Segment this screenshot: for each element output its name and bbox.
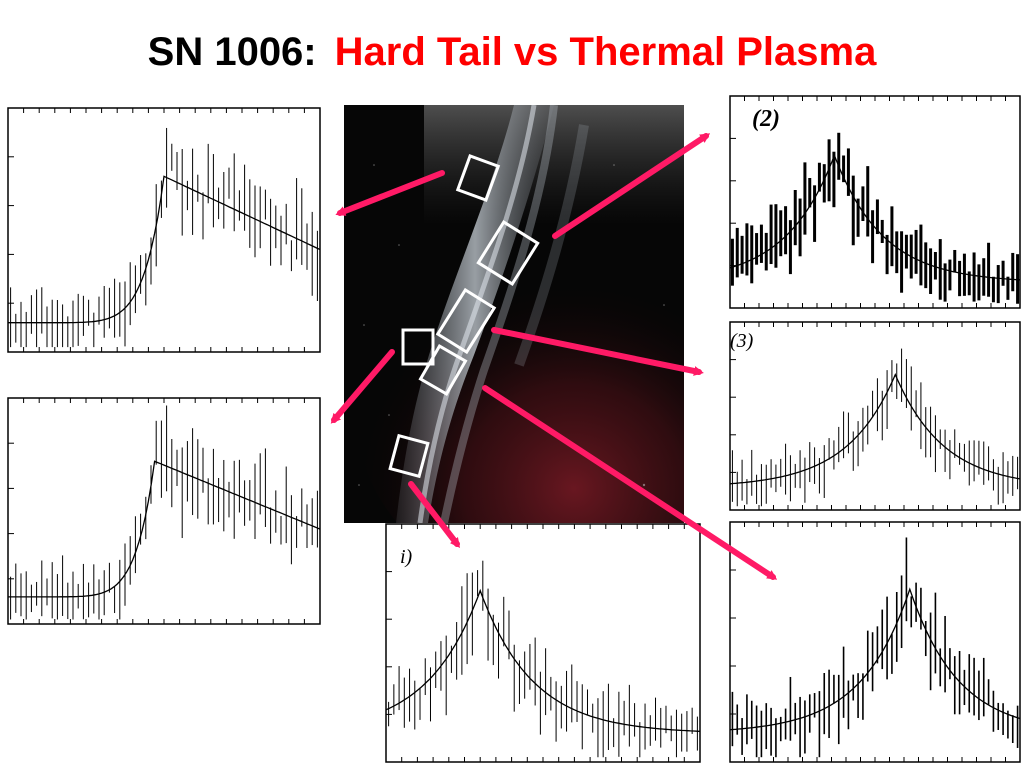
- model-curve: [729, 372, 1021, 485]
- spectrum-plot: [385, 523, 701, 763]
- plot-frame: [7, 107, 321, 353]
- spectrum-panel-mid-left: [4, 394, 324, 630]
- data-points: [10, 127, 318, 348]
- title-highlight: Hard Tail vs Thermal Plasma: [334, 30, 877, 74]
- model-curve: [8, 175, 321, 324]
- sn1006-xray-image: [344, 105, 684, 523]
- spectrum-panel-right-3: (3): [726, 318, 1024, 516]
- spectrum-plot: [729, 321, 1021, 511]
- panel-label-2: (2): [752, 106, 780, 132]
- plot-frame: [7, 397, 321, 625]
- model-curve: [8, 460, 321, 598]
- data-points: [10, 405, 318, 620]
- plot-frame: [729, 321, 1021, 511]
- spectrum-plot: [729, 521, 1021, 763]
- axis-ticks: [8, 108, 305, 352]
- spectrum-plot: [7, 397, 321, 625]
- spectrum-plot: [7, 107, 321, 353]
- spectrum-panel-top-left: [4, 104, 324, 358]
- data-points: [388, 560, 698, 758]
- spectrum-panel-bottom-right: [726, 518, 1024, 768]
- model-curve: [729, 153, 1021, 281]
- plot-frame: [729, 521, 1021, 763]
- data-points: [731, 537, 1019, 758]
- axis-ticks: [730, 522, 1006, 762]
- data-points: [731, 348, 1019, 507]
- spectrum-panel-bottom-center: i): [382, 520, 704, 768]
- data-points: [730, 132, 1020, 304]
- model-curve: [385, 588, 701, 732]
- spectrum-panel-right-2: (2): [726, 92, 1024, 314]
- slide-title: SN 1006: Hard Tail vs Thermal Plasma: [0, 28, 1024, 76]
- plot-frame: [385, 523, 701, 763]
- panel-label-3: (3): [730, 330, 754, 352]
- title-prefix: SN 1006:: [147, 30, 317, 74]
- panel-label-5: i): [400, 546, 413, 568]
- model-curve: [729, 587, 1021, 731]
- spectrum-plot: [729, 95, 1021, 309]
